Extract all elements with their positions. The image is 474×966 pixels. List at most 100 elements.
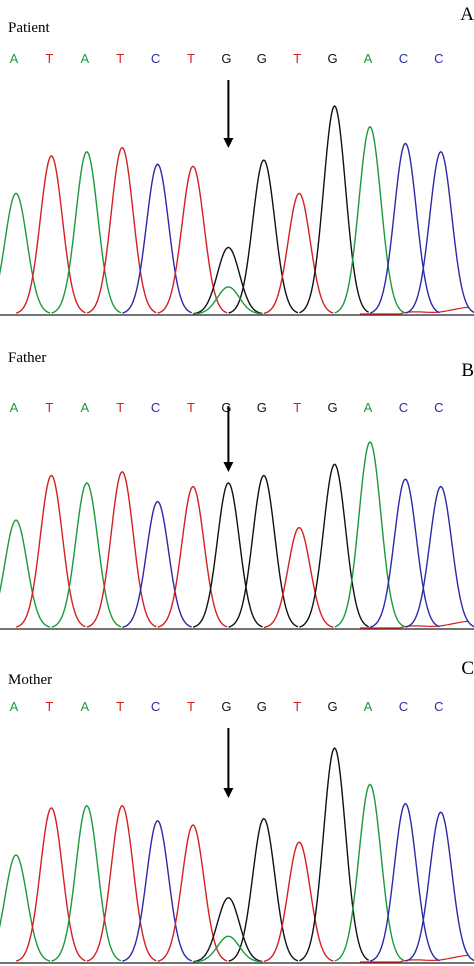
base-call-a: A [80, 400, 90, 415]
base-call-g: G [221, 400, 232, 415]
base-call-c: C [150, 400, 161, 415]
peak-a [0, 192, 51, 314]
peak-c [405, 811, 474, 962]
peak-c [369, 802, 440, 962]
peak-g [193, 246, 263, 315]
base-call-c: C [150, 699, 161, 714]
panel-mother: Mother C A T A T C T G G T G A C C [0, 644, 474, 966]
base-call-c: C [434, 699, 444, 714]
base-call-t: T [116, 699, 125, 714]
peak-t [15, 155, 86, 314]
peak-c [370, 478, 440, 628]
peak-a [51, 482, 122, 628]
base-call-g: G [221, 699, 232, 714]
peak-t [86, 804, 157, 962]
panel-title: Father [8, 350, 47, 366]
peak-t [86, 146, 157, 314]
peak-t [157, 485, 228, 628]
noise-trace [360, 954, 469, 963]
peak-g [193, 897, 263, 963]
base-call-c: C [398, 400, 409, 415]
peak-a [334, 783, 405, 962]
base-call-a: A [9, 699, 19, 714]
variant-arrow-icon [223, 462, 234, 472]
base-call-t: T [45, 51, 54, 66]
peak-t [263, 526, 334, 629]
base-call-t: T [187, 699, 195, 714]
panel-letter: B [461, 360, 474, 381]
variant-arrow-icon [223, 138, 234, 148]
base-call-t: T [116, 400, 125, 415]
peak-g [228, 474, 299, 628]
peak-g [193, 482, 263, 628]
peak-g [299, 747, 370, 962]
base-call-t: T [187, 51, 195, 66]
base-call-a: A [363, 51, 373, 66]
peak-c [405, 485, 474, 628]
base-call-c: C [150, 51, 161, 66]
peak-c [405, 150, 474, 314]
panel-title: Mother [8, 672, 53, 688]
peak-t [157, 165, 228, 314]
peak-t [16, 474, 86, 628]
base-call-t: T [293, 699, 302, 714]
base-call-a: A [80, 699, 90, 714]
peak-t [157, 824, 228, 962]
secondary-peak-a [193, 286, 263, 315]
base-call-g: G [221, 51, 232, 66]
base-call-g: G [256, 400, 267, 415]
base-call-a: A [9, 400, 19, 415]
base-call-t: T [293, 51, 302, 66]
chromatogram [0, 406, 474, 630]
peak-g [299, 105, 370, 314]
chromatogram [0, 728, 474, 964]
base-call-a: A [363, 400, 373, 415]
peak-a [334, 441, 405, 628]
peak-c [122, 819, 192, 962]
peak-a [0, 854, 51, 962]
peak-a [334, 125, 405, 314]
peak-c [122, 163, 192, 314]
base-call-t: T [45, 400, 54, 415]
base-call-t: T [187, 400, 195, 415]
base-call-c: C [434, 400, 444, 415]
base-call-a: A [9, 51, 19, 66]
panel-patient: Patient A A T A T C T G G T G A C C [0, 0, 474, 322]
base-call-t: T [45, 699, 54, 714]
base-call-c: C [434, 51, 444, 66]
peak-a [51, 804, 122, 962]
peak-g [228, 159, 299, 314]
base-call-g: G [327, 400, 338, 415]
variant-arrow-icon [223, 788, 234, 798]
base-call-c: C [398, 699, 409, 714]
secondary-peak-a [193, 935, 263, 963]
panel-letter: C [461, 658, 474, 679]
peak-t [86, 470, 157, 628]
peak-a [0, 519, 51, 628]
noise-trace [360, 306, 469, 315]
base-call-a: A [363, 699, 373, 714]
panel-title: Patient [8, 20, 50, 36]
peak-a [51, 150, 122, 314]
base-call-g: G [327, 699, 338, 714]
peak-t [263, 192, 334, 314]
chromatogram [0, 80, 474, 316]
peak-g [299, 463, 369, 628]
panel-letter: A [460, 4, 474, 25]
base-call-g: G [256, 699, 267, 714]
peak-t [15, 807, 86, 962]
base-call-g: G [256, 51, 267, 66]
peak-c [369, 142, 440, 314]
noise-trace [360, 620, 469, 629]
peak-c [122, 500, 192, 628]
base-call-a: A [80, 51, 90, 66]
panel-father: Father B A T A T C T G G T G A C C [0, 322, 474, 644]
base-call-t: T [293, 400, 302, 415]
peak-t [263, 841, 334, 962]
base-call-t: T [116, 51, 125, 66]
base-call-g: G [327, 51, 338, 66]
base-call-c: C [398, 51, 409, 66]
